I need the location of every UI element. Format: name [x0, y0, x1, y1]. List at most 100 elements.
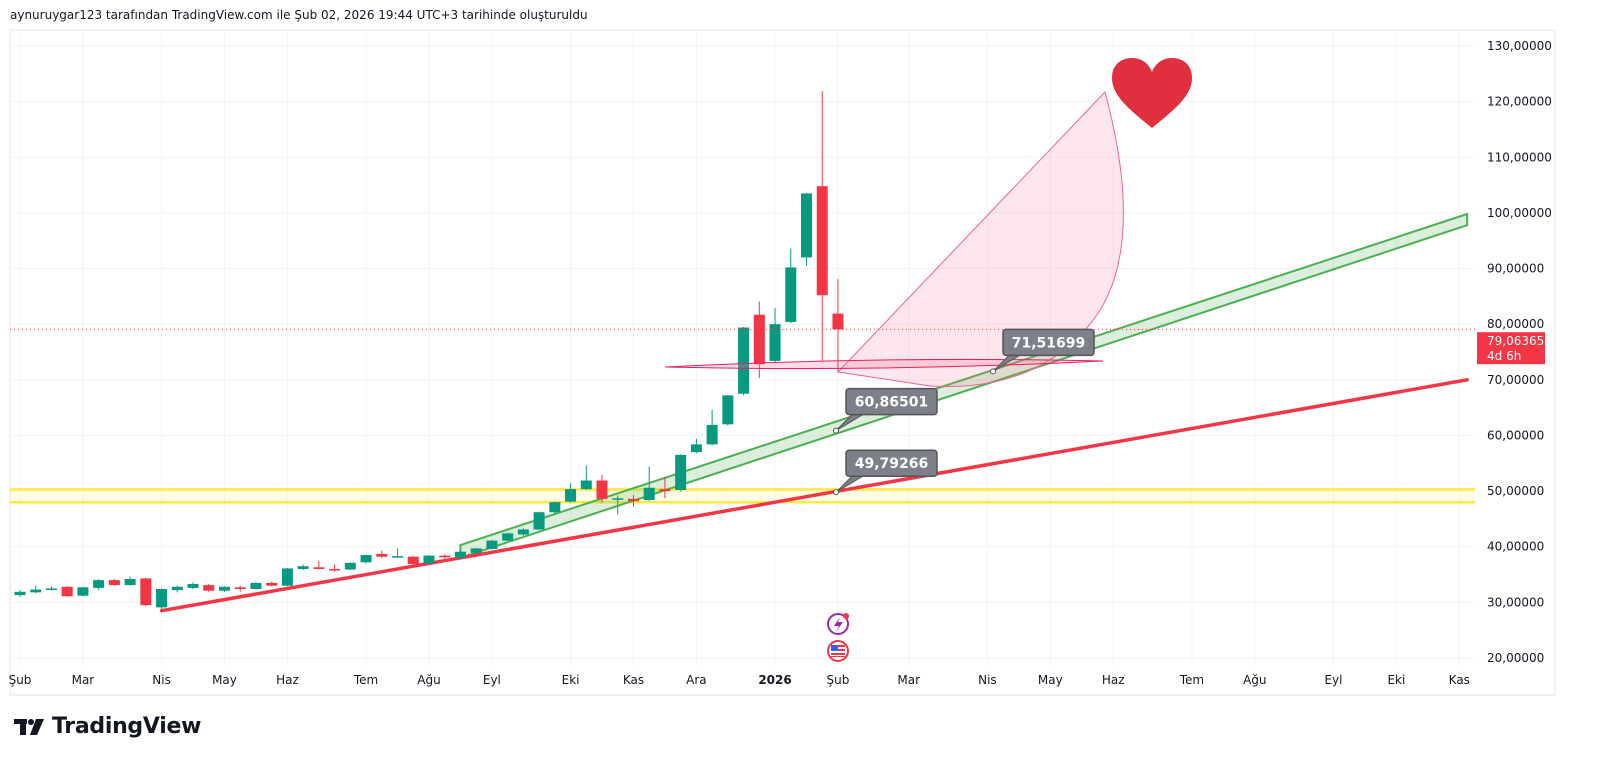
- candle-body: [753, 314, 765, 365]
- heart-icon: [1112, 58, 1192, 128]
- last-price-box: [1477, 332, 1545, 365]
- time-tick-label: Ağu: [417, 673, 440, 687]
- candle: [281, 567, 293, 587]
- candle-body: [218, 586, 230, 591]
- flag-stripe: [831, 651, 845, 653]
- candle: [722, 394, 734, 426]
- candle-body: [517, 529, 529, 535]
- price-axis[interactable]: 130,00000 120,00000 110,00000 100,00000 90,0…: [1487, 39, 1552, 665]
- price-tick-label: 70,00000: [1487, 373, 1544, 387]
- candle-body: [93, 580, 105, 588]
- candle: [659, 477, 671, 499]
- candle: [203, 584, 215, 592]
- pink-arc-drawing[interactable]: [664, 91, 1124, 388]
- tradingview-logo-text: TradingView: [52, 714, 202, 739]
- candle-body: [234, 587, 246, 590]
- notification-dot-icon: [843, 613, 849, 619]
- callout-label: 60,86501: [855, 395, 929, 411]
- candle: [832, 279, 844, 373]
- price-tick-label: 40,00000: [1487, 540, 1544, 554]
- candle-body: [565, 489, 577, 502]
- candle: [30, 585, 42, 594]
- price-callouts: 71,51699 60,86501 49,79266: [833, 328, 1095, 496]
- candle-body: [643, 487, 655, 500]
- time-tick-label: Kas: [1449, 673, 1470, 687]
- candle: [706, 409, 718, 446]
- pink-ellipse-line[interactable]: [664, 358, 1104, 370]
- candle-body: [187, 584, 199, 588]
- candle: [565, 483, 577, 503]
- red-trendline[interactable]: [159, 378, 1469, 613]
- candle: [187, 582, 199, 590]
- candle-body: [266, 582, 278, 586]
- time-tick-label: Nis: [978, 673, 997, 687]
- time-tick-label: Tem: [353, 673, 378, 687]
- candle: [234, 585, 246, 592]
- candle: [816, 91, 828, 361]
- candle: [753, 301, 765, 379]
- candle: [738, 326, 750, 396]
- chart-frame: [9, 29, 1556, 696]
- candle-body: [313, 567, 325, 569]
- callout-label: 49,79266: [855, 456, 929, 472]
- candle: [124, 576, 136, 586]
- candle-body: [14, 591, 26, 596]
- bar-countdown: 4d 6h: [1487, 349, 1521, 363]
- candle-body: [596, 480, 608, 499]
- candle-body: [77, 587, 89, 596]
- candle-body: [423, 555, 435, 564]
- price-tick-label: 90,00000: [1487, 262, 1544, 276]
- candle-body: [61, 586, 73, 597]
- last-price-label: 79,06365 4d 6h: [1477, 332, 1545, 365]
- price-tick-label: 80,00000: [1487, 317, 1544, 331]
- candle: [329, 564, 341, 572]
- price-tick-label: 60,00000: [1487, 428, 1544, 442]
- yellow-zone-fill: [10, 489, 1475, 503]
- candle: [313, 560, 325, 570]
- candles: [14, 91, 844, 611]
- candle: [502, 532, 514, 542]
- time-tick-label: May: [1038, 673, 1063, 687]
- tradingview-logo[interactable]: TradingView: [14, 714, 201, 739]
- candle-body: [156, 589, 168, 608]
- candle-body: [690, 444, 702, 453]
- candle-body: [360, 555, 372, 563]
- candle: [643, 466, 655, 502]
- candle-body: [769, 324, 781, 361]
- time-tick-label: Kas: [623, 673, 644, 687]
- candle-body: [627, 498, 639, 502]
- candle-body: [470, 548, 482, 553]
- candle-body: [502, 533, 514, 541]
- price-callout: 71,51699: [990, 328, 1095, 375]
- candle: [517, 528, 529, 536]
- time-axis[interactable]: Şub Mar Nis May Haz Tem Ağu Eyl Eki Kas Ara 2026 Şub…: [9, 673, 1470, 687]
- time-tick-label: Haz: [1102, 673, 1125, 687]
- grid: [10, 30, 1475, 665]
- time-tick-label: 2026: [758, 673, 791, 687]
- event-icons[interactable]: [827, 613, 849, 662]
- candle: [360, 554, 372, 564]
- time-tick-label: Ara: [686, 673, 707, 687]
- candle: [549, 501, 561, 514]
- candle: [171, 585, 183, 593]
- candle: [407, 555, 419, 565]
- candle: [14, 590, 26, 597]
- candle: [769, 308, 781, 363]
- price-tick-label: 100,00000: [1487, 206, 1552, 220]
- candle-body: [407, 556, 419, 564]
- pink-arc-shape[interactable]: [836, 91, 1124, 388]
- price-callout: 49,79266: [833, 449, 938, 496]
- candle-body: [203, 585, 215, 591]
- candle: [77, 586, 89, 597]
- callout-box: [845, 449, 938, 477]
- candle: [690, 438, 702, 454]
- time-tick-label: Eki: [562, 673, 580, 687]
- candle: [61, 586, 73, 597]
- candle: [785, 248, 797, 324]
- candle-body: [454, 551, 466, 558]
- time-tick-label: Mar: [72, 673, 95, 687]
- candle: [297, 564, 309, 571]
- candle-body: [549, 502, 561, 513]
- candle: [580, 465, 592, 490]
